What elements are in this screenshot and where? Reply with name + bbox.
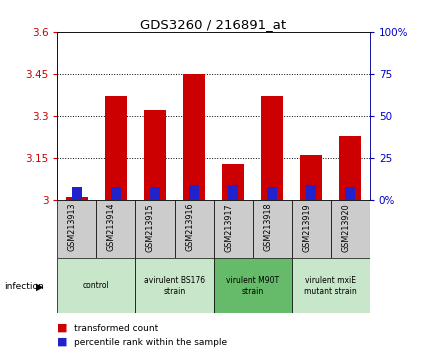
Text: ■: ■ bbox=[57, 337, 68, 347]
Text: GSM213917: GSM213917 bbox=[224, 203, 233, 252]
Bar bbox=[292, 258, 370, 313]
Bar bbox=[144, 110, 166, 200]
Bar bbox=[292, 200, 331, 258]
Bar bbox=[111, 187, 121, 200]
Bar bbox=[183, 74, 205, 200]
Text: ▶: ▶ bbox=[36, 282, 44, 292]
Bar bbox=[267, 187, 277, 200]
Text: percentile rank within the sample: percentile rank within the sample bbox=[74, 338, 227, 347]
Text: transformed count: transformed count bbox=[74, 324, 158, 333]
Bar bbox=[346, 187, 355, 200]
Bar bbox=[331, 200, 370, 258]
Bar bbox=[136, 200, 175, 258]
Text: virulent M90T
strain: virulent M90T strain bbox=[226, 276, 279, 296]
Bar bbox=[136, 258, 213, 313]
Text: ■: ■ bbox=[57, 323, 68, 333]
Bar bbox=[228, 185, 238, 200]
Text: GSM213914: GSM213914 bbox=[107, 203, 116, 251]
Bar bbox=[66, 197, 88, 200]
Bar bbox=[213, 258, 292, 313]
Bar bbox=[340, 136, 361, 200]
Bar bbox=[213, 200, 252, 258]
Text: GSM213920: GSM213920 bbox=[341, 203, 350, 252]
Bar bbox=[261, 96, 283, 200]
Text: GSM213916: GSM213916 bbox=[185, 203, 194, 251]
Bar bbox=[222, 164, 244, 200]
Bar bbox=[96, 200, 136, 258]
Text: avirulent BS176
strain: avirulent BS176 strain bbox=[144, 276, 205, 296]
Text: GSM213913: GSM213913 bbox=[68, 203, 77, 251]
Bar bbox=[72, 187, 82, 200]
Bar bbox=[105, 96, 127, 200]
Text: GSM213915: GSM213915 bbox=[146, 203, 155, 252]
Text: virulent mxiE
mutant strain: virulent mxiE mutant strain bbox=[304, 276, 357, 296]
Bar bbox=[175, 200, 213, 258]
Title: GDS3260 / 216891_at: GDS3260 / 216891_at bbox=[141, 18, 286, 31]
Text: infection: infection bbox=[4, 282, 44, 291]
Bar bbox=[150, 187, 160, 200]
Text: control: control bbox=[83, 281, 110, 290]
Bar bbox=[57, 200, 96, 258]
Bar bbox=[189, 185, 199, 200]
Bar bbox=[252, 200, 292, 258]
Text: GSM213919: GSM213919 bbox=[302, 203, 311, 252]
Text: GSM213918: GSM213918 bbox=[263, 203, 272, 251]
Bar bbox=[300, 155, 322, 200]
Bar bbox=[57, 258, 136, 313]
Bar bbox=[306, 185, 316, 200]
